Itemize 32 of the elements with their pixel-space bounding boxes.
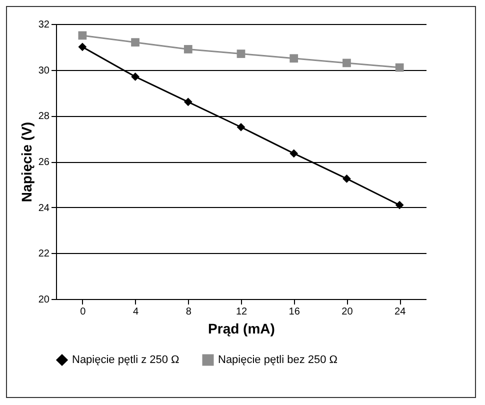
point — [78, 31, 87, 40]
point — [184, 98, 192, 106]
y-tick-label: 32 — [38, 20, 50, 30]
point — [342, 58, 351, 68]
y-tick-label: 24 — [38, 202, 50, 214]
point — [342, 174, 351, 183]
y-tick-label: 22 — [38, 248, 50, 260]
point — [236, 122, 246, 132]
point — [395, 63, 404, 72]
point — [131, 72, 140, 81]
point — [131, 38, 140, 47]
y-tick-label: 30 — [38, 65, 50, 76]
x-axis-title: Prąd (mA) — [208, 320, 275, 336]
point — [290, 149, 298, 158]
x-tick-label: 24 — [394, 306, 406, 318]
x-tick-label: 16 — [288, 306, 300, 318]
point — [290, 54, 298, 63]
point — [78, 42, 87, 52]
legend-label: Napięcie pętli z 250 Ω — [72, 354, 180, 366]
y-axis-title: Napięcie (V) — [18, 122, 34, 202]
x-tick-label: 0 — [80, 306, 86, 318]
y-tick-label: 26 — [38, 157, 50, 168]
y-tick-label: 28 — [38, 111, 50, 122]
legend-label: Napięcie pętli bez 250 Ω — [218, 354, 338, 366]
y-tick-label: 20 — [38, 294, 50, 306]
x-tick-label: 20 — [342, 306, 354, 318]
x-tick-label: 8 — [186, 306, 192, 318]
x-tick-label: 4 — [133, 306, 140, 318]
point — [395, 200, 404, 210]
point — [236, 50, 246, 58]
x-tick-label: 12 — [236, 306, 248, 318]
point — [184, 45, 192, 54]
